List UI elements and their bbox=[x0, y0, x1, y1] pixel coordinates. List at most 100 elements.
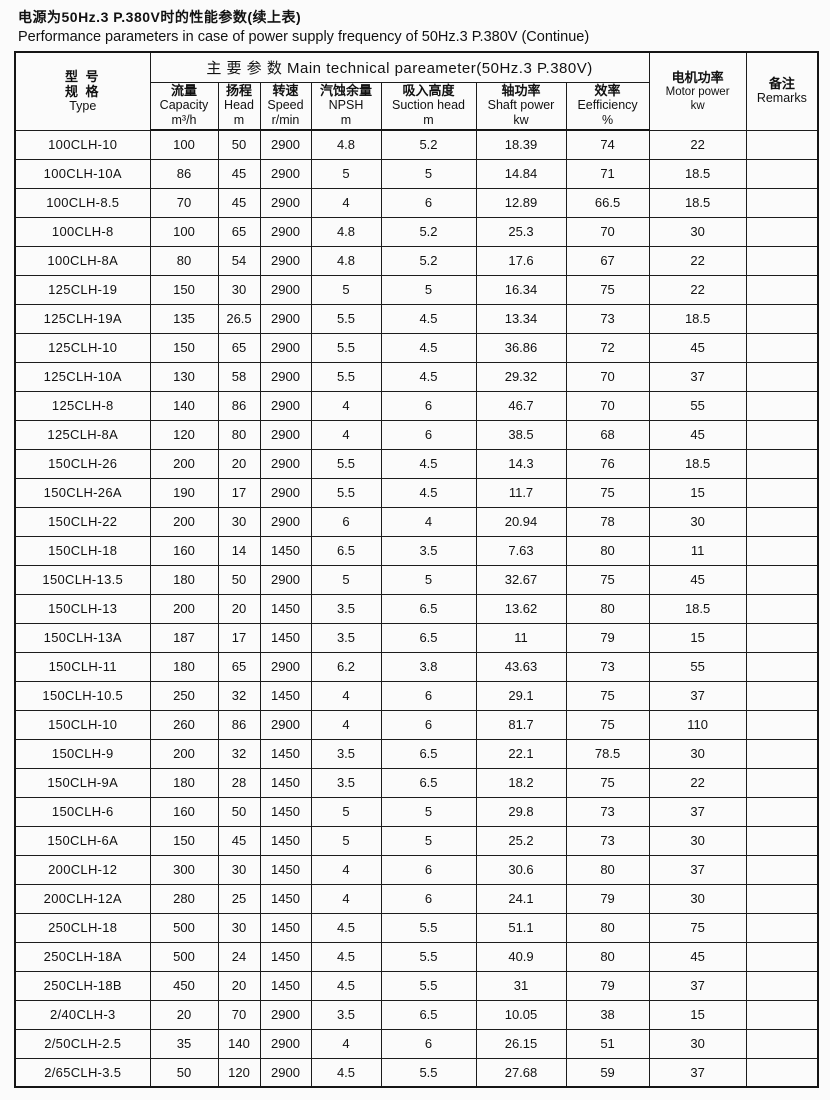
capacity-cell: 187 bbox=[149, 622, 219, 653]
motor-power-cell: 18.5 bbox=[648, 187, 747, 218]
capacity-header-en: Capacity bbox=[159, 98, 209, 113]
suction-head-column-header: 吸入高度 Suction head m bbox=[380, 81, 477, 131]
pump-type-cell: 150CLH-18 bbox=[14, 535, 151, 566]
head-cell: 70 bbox=[217, 999, 261, 1030]
npsh-cell: 4.5 bbox=[310, 1057, 382, 1088]
shaft-power-cell: 14.3 bbox=[475, 448, 567, 479]
motor-power-cell: 22 bbox=[648, 129, 747, 160]
npsh-cell: 5 bbox=[310, 825, 382, 856]
suction-head-cell: 4.5 bbox=[380, 477, 477, 508]
shaft-power-cell: 13.62 bbox=[475, 593, 567, 624]
npsh-cell: 3.5 bbox=[310, 593, 382, 624]
capacity-cell: 260 bbox=[149, 709, 219, 740]
title-block: 电源为50Hz.3 P.380V时的性能参数(续上表) Performance … bbox=[0, 0, 830, 48]
head-cell: 45 bbox=[217, 825, 261, 856]
capacity-cell: 100 bbox=[149, 129, 219, 160]
efficiency-cell: 80 bbox=[565, 941, 650, 972]
remarks-cell bbox=[745, 477, 819, 508]
efficiency-cell: 74 bbox=[565, 129, 650, 160]
table-body: 100CLH-10 100 50 2900 4.8 5.2 18.39 74 2… bbox=[14, 129, 819, 1088]
pump-type-cell: 150CLH-9A bbox=[14, 767, 151, 798]
table-row: 2/50CLH-2.5 35 140 2900 4 6 26.15 51 30 bbox=[14, 1028, 819, 1059]
shaft-power-cell: 38.5 bbox=[475, 419, 567, 450]
page-title-english: Performance parameters in case of power … bbox=[18, 29, 590, 45]
motor-power-cell: 45 bbox=[648, 419, 747, 450]
table-row: 125CLH-8A 120 80 2900 4 6 38.5 68 45 bbox=[14, 419, 819, 450]
remarks-cell bbox=[745, 999, 819, 1030]
motor-power-cell: 37 bbox=[648, 854, 747, 885]
shaft-power-cell: 29.32 bbox=[475, 361, 567, 392]
npsh-header-en: NPSH bbox=[328, 98, 364, 113]
capacity-cell: 50 bbox=[149, 1057, 219, 1088]
capacity-cell: 120 bbox=[149, 419, 219, 450]
efficiency-cell: 59 bbox=[565, 1057, 650, 1088]
speed-cell: 2900 bbox=[259, 448, 312, 479]
suction-header-en: Suction head bbox=[392, 98, 465, 113]
capacity-cell: 200 bbox=[149, 593, 219, 624]
npsh-cell: 5.5 bbox=[310, 477, 382, 508]
remarks-cell bbox=[745, 564, 819, 595]
remarks-cell bbox=[745, 651, 819, 682]
remarks-cell bbox=[745, 912, 819, 943]
head-cell: 50 bbox=[217, 796, 261, 827]
speed-header-unit: r/min bbox=[271, 113, 300, 128]
head-cell: 86 bbox=[217, 709, 261, 740]
capacity-cell: 500 bbox=[149, 912, 219, 943]
capacity-header-zh: 流量 bbox=[170, 83, 197, 99]
efficiency-cell: 73 bbox=[565, 825, 650, 856]
npsh-cell: 6 bbox=[310, 506, 382, 537]
capacity-cell: 180 bbox=[149, 564, 219, 595]
shaft-power-cell: 10.05 bbox=[475, 999, 567, 1030]
table-row: 125CLH-10 150 65 2900 5.5 4.5 36.86 72 4… bbox=[14, 332, 819, 363]
npsh-cell: 5.5 bbox=[310, 332, 382, 363]
capacity-cell: 35 bbox=[149, 1028, 219, 1059]
head-cell: 45 bbox=[217, 158, 261, 189]
motor-header-zh: 电机功率 bbox=[671, 69, 724, 85]
speed-cell: 2900 bbox=[259, 709, 312, 740]
npsh-cell: 4.5 bbox=[310, 912, 382, 943]
capacity-cell: 180 bbox=[149, 767, 219, 798]
table-row: 100CLH-8 100 65 2900 4.8 5.2 25.3 70 30 bbox=[14, 216, 819, 247]
head-cell: 17 bbox=[217, 622, 261, 653]
motor-power-cell: 30 bbox=[648, 738, 747, 769]
shaft-power-cell: 13.34 bbox=[475, 303, 567, 334]
npsh-cell: 5 bbox=[310, 158, 382, 189]
table-row: 150CLH-13 200 20 1450 3.5 6.5 13.62 80 1… bbox=[14, 593, 819, 624]
capacity-cell: 450 bbox=[149, 970, 219, 1001]
shaft-power-cell: 36.86 bbox=[475, 332, 567, 363]
efficiency-cell: 72 bbox=[565, 332, 650, 363]
table-row: 150CLH-10 260 86 2900 4 6 81.7 75 110 bbox=[14, 709, 819, 740]
speed-cell: 1450 bbox=[259, 970, 312, 1001]
type-header-line1: 型 号 bbox=[64, 68, 101, 84]
efficiency-cell: 75 bbox=[565, 564, 650, 595]
suction-head-cell: 5.5 bbox=[380, 970, 477, 1001]
shaft-power-cell: 46.7 bbox=[475, 390, 567, 421]
remarks-cell bbox=[745, 274, 819, 305]
pump-type-cell: 150CLH-13A bbox=[14, 622, 151, 653]
efficiency-header-unit: % bbox=[601, 113, 614, 128]
capacity-column-header: 流量 Capacity m³/h bbox=[149, 81, 219, 131]
table-row: 150CLH-26 200 20 2900 5.5 4.5 14.3 76 18… bbox=[14, 448, 819, 479]
suction-head-cell: 6 bbox=[380, 390, 477, 421]
suction-head-cell: 6.5 bbox=[380, 593, 477, 624]
remarks-cell bbox=[745, 535, 819, 566]
efficiency-cell: 71 bbox=[565, 158, 650, 189]
speed-cell: 2900 bbox=[259, 477, 312, 508]
efficiency-cell: 66.5 bbox=[565, 187, 650, 218]
npsh-cell: 6.2 bbox=[310, 651, 382, 682]
npsh-cell: 4 bbox=[310, 709, 382, 740]
remarks-cell bbox=[745, 709, 819, 740]
head-cell: 20 bbox=[217, 970, 261, 1001]
suction-head-cell: 5.5 bbox=[380, 941, 477, 972]
capacity-cell: 160 bbox=[149, 535, 219, 566]
efficiency-column-header: 效率 Eefficiency % bbox=[565, 81, 650, 131]
suction-head-cell: 3.5 bbox=[380, 535, 477, 566]
motor-power-cell: 22 bbox=[648, 767, 747, 798]
remarks-cell bbox=[745, 390, 819, 421]
efficiency-cell: 70 bbox=[565, 216, 650, 247]
npsh-cell: 4.5 bbox=[310, 970, 382, 1001]
suction-head-cell: 6 bbox=[380, 1028, 477, 1059]
table-row: 150CLH-26A 190 17 2900 5.5 4.5 11.7 75 1… bbox=[14, 477, 819, 508]
motor-power-cell: 22 bbox=[648, 245, 747, 276]
head-cell: 30 bbox=[217, 506, 261, 537]
